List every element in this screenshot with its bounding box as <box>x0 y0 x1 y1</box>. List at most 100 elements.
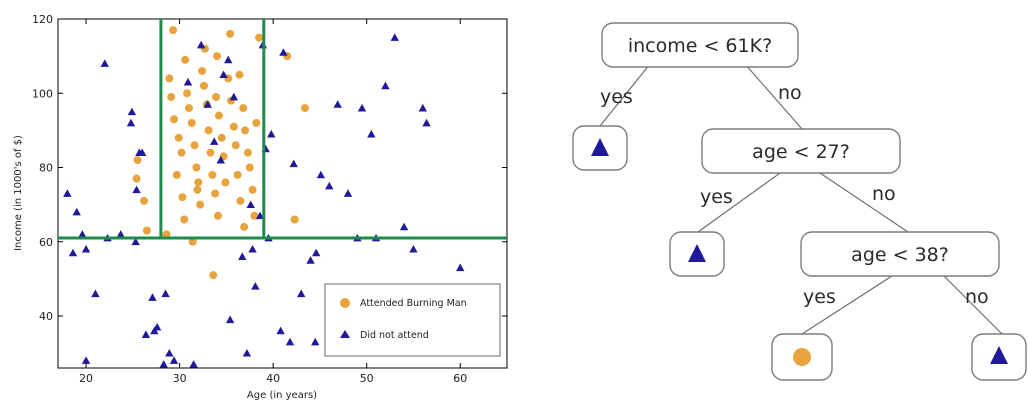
scatter-point-not-attended <box>183 77 193 86</box>
scatter-point-attended <box>212 92 221 101</box>
scatter-point-not-attended <box>229 92 239 101</box>
scatter-point-not-attended <box>131 237 140 246</box>
scatter-point-attended <box>233 170 242 179</box>
edge-age38-no <box>941 273 1003 335</box>
points-layer <box>63 26 465 368</box>
scatter-point-attended <box>208 170 217 179</box>
scatter-point-not-attended <box>116 230 125 238</box>
scatter-point-not-attended <box>152 322 162 331</box>
scatter-point-attended <box>239 104 248 113</box>
scatter-point-attended <box>240 222 249 231</box>
node-age27-label: age < 27? <box>752 141 850 163</box>
scatter-point-attended <box>132 174 141 183</box>
scatter-point-attended <box>300 104 309 113</box>
node-income-label: income < 61K? <box>628 35 772 57</box>
x-tick-label: 30 <box>173 372 187 385</box>
scatter-point-attended <box>188 237 197 246</box>
node-income <box>601 22 799 68</box>
label-root-yes: yes <box>600 86 633 108</box>
label-age27-no: no <box>872 183 896 205</box>
scatter-point-attended <box>198 66 207 75</box>
circle-icon <box>793 348 811 366</box>
y-tick-label: 60 <box>39 236 53 249</box>
scatter-point-not-attended <box>238 252 247 260</box>
scatter-point-attended <box>209 271 218 280</box>
scatter-point-attended <box>169 115 178 124</box>
scatter-point-not-attended <box>196 40 206 49</box>
scatter-point-not-attended <box>63 189 72 197</box>
scatter-point-not-attended <box>81 244 91 253</box>
scatter-point-attended <box>178 193 187 202</box>
scatter-point-attended <box>193 185 202 194</box>
decision-tree: yes no yes no yes no income < 61K? age <… <box>572 22 1027 381</box>
legend-triangle-marker <box>340 330 350 338</box>
scatter-point-attended <box>183 89 192 98</box>
legend-label-attended: Attended Burning Man <box>360 298 467 309</box>
scatter-point-not-attended <box>203 100 212 108</box>
scatter-point-attended <box>217 133 226 142</box>
scatter-point-attended <box>192 163 201 172</box>
scatter-point-not-attended <box>161 289 170 298</box>
scatter-point-attended <box>174 133 183 142</box>
scatter-point-attended <box>133 156 142 165</box>
scatter-point-attended <box>177 148 186 157</box>
triangle-icon <box>688 244 706 262</box>
scatter-point-not-attended <box>276 326 285 335</box>
scatter-point-attended <box>252 118 261 127</box>
scatter-point-not-attended <box>165 348 174 357</box>
scatter-point-not-attended <box>127 107 137 116</box>
x-tick-label: 20 <box>79 372 93 385</box>
edge-age38-yes <box>801 273 896 335</box>
scatter-point-not-attended <box>333 100 342 108</box>
x-tick-label: 60 <box>453 372 467 385</box>
scatter-point-attended <box>243 148 252 157</box>
legend-label-not-attended: Did not attend <box>360 330 429 341</box>
label-age38-no: no <box>965 286 989 308</box>
scatter-point-attended <box>169 26 178 35</box>
scatter-point-not-attended <box>78 230 87 238</box>
scatter-point-not-attended <box>381 81 390 90</box>
scatter-point-not-attended <box>409 244 418 253</box>
scatter-point-not-attended <box>289 159 298 168</box>
scatter-point-attended <box>190 141 199 150</box>
scatter-point-not-attended <box>210 137 219 145</box>
scatter-point-not-attended <box>100 59 109 67</box>
scatter-point-not-attended <box>267 129 276 138</box>
y-axis-label: Income (in 1000's of $) <box>13 135 24 251</box>
scatter-point-not-attended <box>242 348 252 357</box>
scatter-point-not-attended <box>219 70 228 79</box>
edge-age27-yes <box>697 172 781 233</box>
scatter-point-not-attended <box>306 256 315 264</box>
scatter-point-not-attended <box>248 244 257 253</box>
scatter-point-not-attended <box>311 337 320 346</box>
scatter-point-attended <box>290 215 299 224</box>
scatter-point-not-attended <box>141 330 151 338</box>
node-age27 <box>701 128 901 174</box>
scatter-point-not-attended <box>311 248 321 257</box>
scatter-point-not-attended <box>285 337 295 346</box>
scatter-point-not-attended <box>72 207 81 216</box>
scatter-point-not-attended <box>418 103 428 112</box>
label-age27-yes: yes <box>700 186 733 208</box>
scatter-point-attended <box>181 55 190 64</box>
edge-age27-no <box>819 172 909 233</box>
scatter-point-not-attended <box>316 170 326 179</box>
legend-box <box>324 283 501 357</box>
split-lines <box>58 19 507 240</box>
scatter-point-not-attended <box>422 118 431 127</box>
scatter-point-not-attended <box>279 48 288 56</box>
scatter-point-attended <box>245 163 254 172</box>
scatter-point-attended <box>199 81 208 90</box>
triangle-icon <box>990 346 1008 364</box>
y-tick-label: 100 <box>32 87 53 100</box>
scatter-point-not-attended <box>159 360 168 368</box>
scatter-point-attended <box>213 52 222 61</box>
scatter-point-not-attended <box>169 356 179 364</box>
scatter-point-attended <box>184 104 193 113</box>
scatter-point-attended <box>236 196 245 205</box>
x-axis-label: Age (in years) <box>247 390 317 401</box>
scatter-point-attended <box>196 200 205 209</box>
scatter-point-attended <box>226 29 235 38</box>
label-age38-yes: yes <box>803 286 836 308</box>
edge-root-no <box>744 63 803 130</box>
